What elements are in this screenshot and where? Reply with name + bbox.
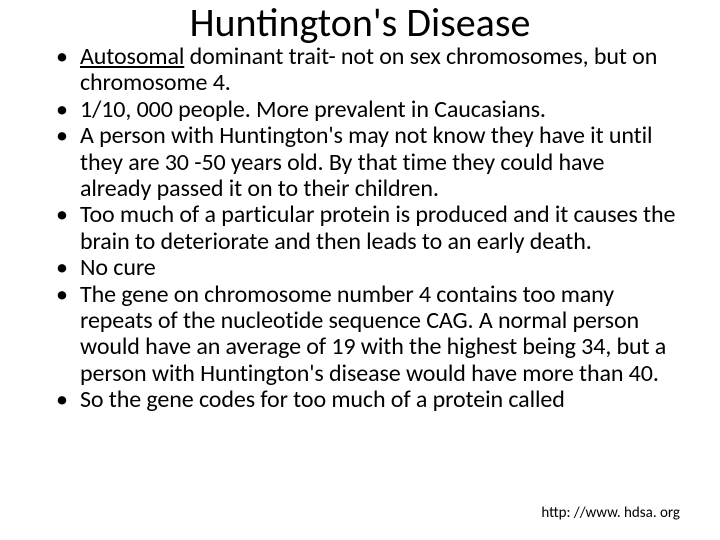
slide-title: Huntington's Disease bbox=[40, 0, 680, 44]
list-item: A person with Huntington's may not know … bbox=[80, 123, 680, 202]
slide: Huntington's Disease Autosomal dominant … bbox=[0, 0, 720, 540]
list-item: 1/10, 000 people. More prevalent in Cauc… bbox=[80, 97, 680, 123]
bullet-text: 1/10, 000 people. More prevalent in Cauc… bbox=[80, 95, 546, 124]
bullet-text: A person with Huntington's may not know … bbox=[80, 121, 652, 203]
list-item: Too much of a particular protein is prod… bbox=[80, 202, 680, 255]
list-item: So the gene codes for too much of a prot… bbox=[80, 387, 680, 413]
bullet-text: So the gene codes for too much of a prot… bbox=[80, 385, 565, 414]
bullet-text: No cure bbox=[80, 253, 156, 282]
list-item: The gene on chromosome number 4 contains… bbox=[80, 282, 680, 388]
list-item: No cure bbox=[80, 255, 680, 281]
list-item: Autosomal dominant trait- not on sex chr… bbox=[80, 44, 680, 97]
bullet-list: Autosomal dominant trait- not on sex chr… bbox=[40, 44, 680, 413]
bullet-text: The gene on chromosome number 4 contains… bbox=[80, 280, 666, 388]
bullet-text: Too much of a particular protein is prod… bbox=[80, 200, 675, 255]
footer-link: http: //www. hdsa. org bbox=[541, 504, 680, 522]
underlined-text: Autosomal bbox=[80, 42, 184, 71]
